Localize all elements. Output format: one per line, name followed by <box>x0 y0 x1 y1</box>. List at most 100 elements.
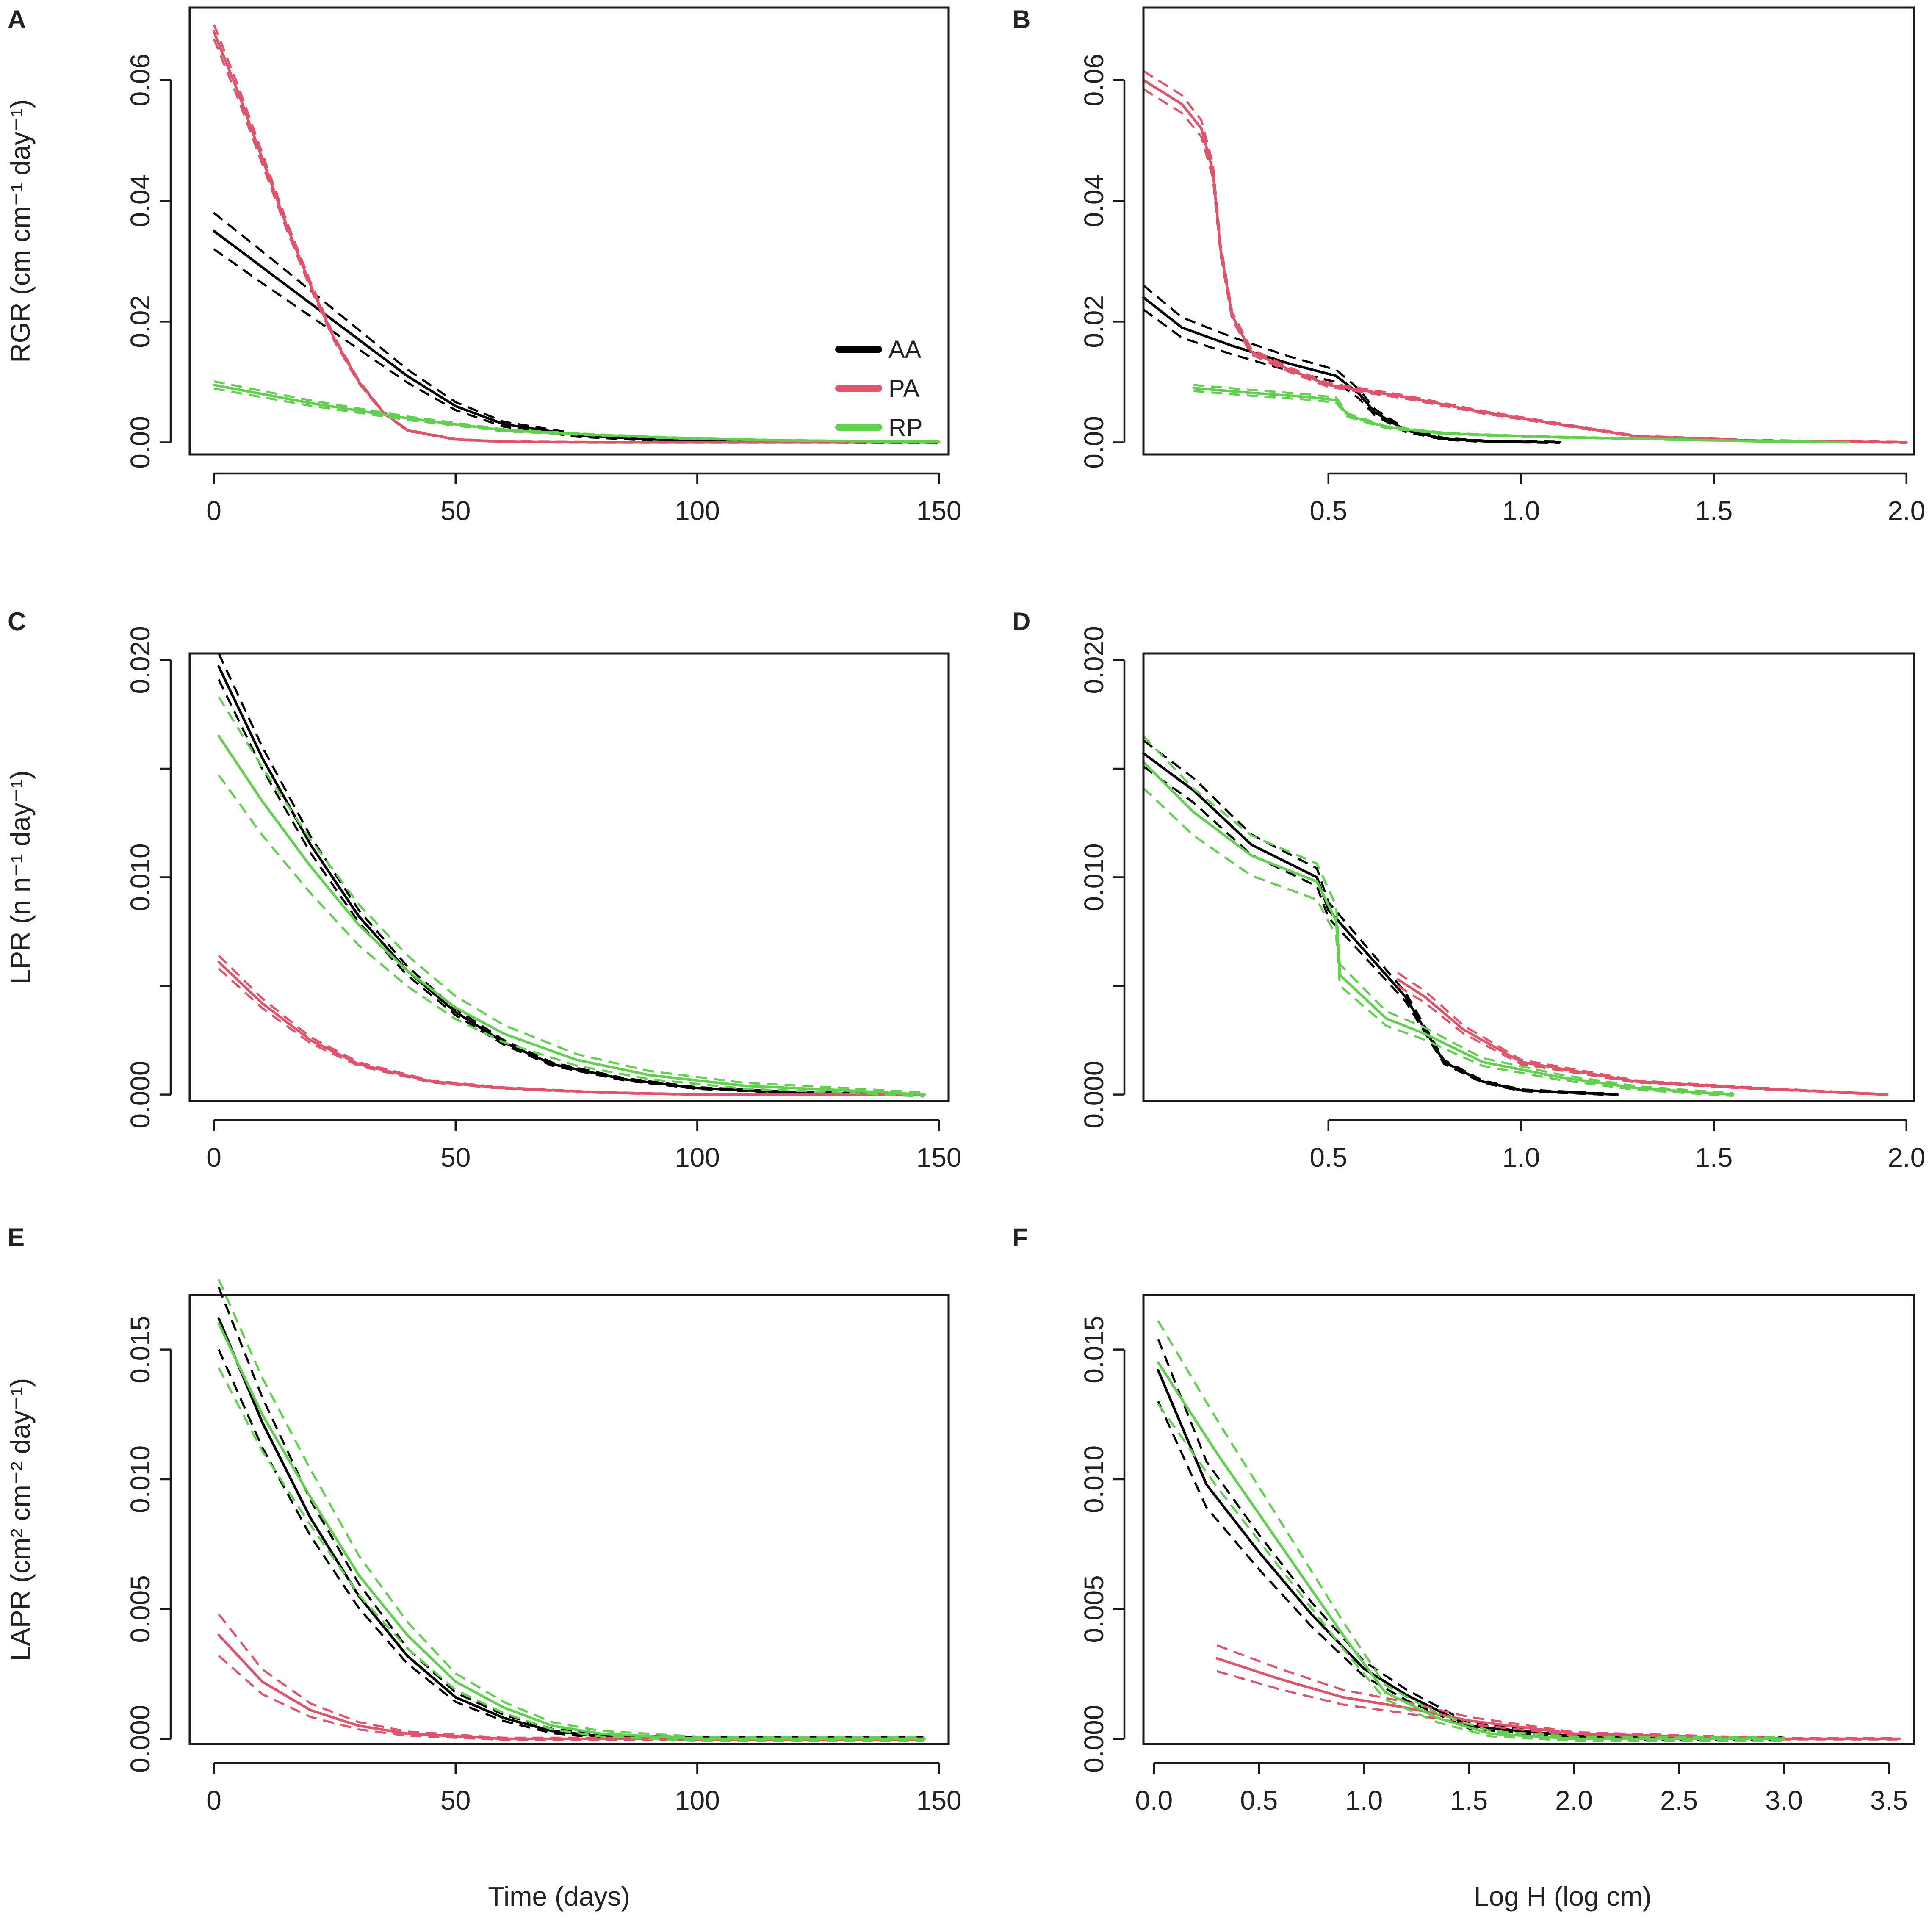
y-tick-label: 0.000 <box>1079 1061 1109 1129</box>
y-axis-label: LPR (n n⁻¹ day⁻¹) <box>5 770 36 984</box>
x-tick-label: 2.0 <box>1555 1785 1593 1816</box>
series-group <box>217 1279 926 1742</box>
x-axis: 0.5 1.0 1.5 2.0 <box>1309 1119 1925 1173</box>
series-pa-ci-lower <box>218 968 924 1096</box>
series-aa-ci-lower <box>218 679 924 1096</box>
y-tick-label: 0.010 <box>125 1445 155 1513</box>
series-aa-ci-upper <box>1143 739 1618 1095</box>
x-axis-label-logh: Log H (log cm) <box>1474 1881 1652 1912</box>
y-tick-label: 0.015 <box>125 1316 155 1384</box>
series-aa-line <box>1142 296 1561 444</box>
series-rp-ci-upper <box>218 696 925 1094</box>
panel-letter: C <box>8 607 26 636</box>
x-tick-label: 0.5 <box>1309 495 1347 526</box>
series-rp-line <box>1192 387 1850 444</box>
series-pa-ci-upper <box>218 955 924 1096</box>
series-pa-line <box>217 1633 926 1740</box>
series-pa-ci-lower <box>1397 985 1888 1096</box>
series-rp-line <box>213 384 941 443</box>
x-tick-label: 1.0 <box>1502 1142 1540 1173</box>
x-axis: 0 50 100 150 <box>206 1762 962 1816</box>
x-tick-label: 1.5 <box>1695 495 1733 526</box>
series-aa-line <box>213 230 941 444</box>
y-axis: 0.000 0.010 0.020 <box>1079 626 1126 1129</box>
x-tick-label: 50 <box>440 495 471 526</box>
x-tick-label: 3.0 <box>1765 1785 1803 1816</box>
y-tick-label: 0.010 <box>1079 843 1109 911</box>
series-rp-line <box>217 1322 926 1740</box>
x-tick-label: 3.5 <box>1870 1785 1908 1816</box>
y-tick-label: 0.010 <box>1079 1445 1109 1513</box>
series-pa-line <box>1396 978 1889 1096</box>
x-tick-label: 0 <box>206 1142 221 1173</box>
x-tick-label: 0.5 <box>1309 1142 1347 1173</box>
series-aa-ci-lower <box>218 1349 924 1741</box>
y-tick-label: 0.04 <box>125 174 155 227</box>
series-rp-ci-lower <box>218 1367 924 1742</box>
x-tick-label: 0 <box>206 495 221 526</box>
series-pa-ci-upper <box>1143 70 1907 443</box>
y-tick-label: 0.04 <box>1079 174 1109 227</box>
x-tick-label: 100 <box>675 495 720 526</box>
series-group <box>1142 70 1908 444</box>
y-tick-label: 0.02 <box>125 295 155 348</box>
series-rp-ci-upper <box>1157 1320 1784 1738</box>
x-tick-label: 1.5 <box>1450 1785 1488 1816</box>
series-aa-ci-lower <box>213 248 939 445</box>
series-aa-ci-upper <box>213 212 939 443</box>
x-tick-label: 50 <box>440 1785 471 1816</box>
plot-frame <box>1142 652 1915 1102</box>
x-tick-label: 2.0 <box>1888 495 1925 526</box>
series-pa-line <box>213 30 941 444</box>
y-tick-label: 0.000 <box>125 1061 155 1129</box>
x-tick-label: 50 <box>440 1142 471 1173</box>
series-rp-ci-upper <box>1193 384 1849 443</box>
y-tick-label: 0.00 <box>1079 416 1109 469</box>
plot-frame <box>1142 6 1915 456</box>
x-axis: 0.0 0.5 1.0 1.5 2.0 2.5 3.0 3.5 <box>1135 1762 1908 1816</box>
x-tick-label: 100 <box>675 1785 720 1816</box>
x-axis: 0.5 1.0 1.5 2.0 <box>1309 472 1925 526</box>
x-tick-label: 150 <box>916 1142 962 1173</box>
y-axis: 0.00 0.02 0.04 0.06 <box>125 54 172 469</box>
series-aa-ci-upper <box>218 1287 924 1738</box>
series-aa-line <box>217 665 926 1096</box>
y-tick-label: 0.06 <box>1079 54 1109 107</box>
panel-e: E 0.000 0.005 0.010 0.015 0 50 100 150 LAPR (c… <box>5 1223 962 1816</box>
panel-c: C 0.000 0.010 0.020 0 50 100 150 LPR (n n⁻¹ d… <box>5 607 962 1173</box>
x-tick-label: 150 <box>916 1785 962 1816</box>
y-axis-label: LAPR (cm² cm⁻² day⁻¹) <box>5 1378 36 1661</box>
y-axis: 0.000 0.005 0.010 0.015 <box>1079 1316 1126 1773</box>
panel-letter: D <box>1012 607 1030 636</box>
series-group <box>1142 735 1889 1097</box>
panel-letter: E <box>8 1223 25 1251</box>
series-aa-line <box>1142 752 1619 1096</box>
series-aa-ci-lower <box>1143 308 1560 444</box>
panel-letter: B <box>1012 5 1030 33</box>
y-axis: 0.000 0.010 0.020 <box>125 626 172 1129</box>
series-aa-ci-upper <box>1157 1339 1784 1738</box>
y-tick-label: 0.00 <box>125 416 155 469</box>
y-tick-label: 0.000 <box>1079 1705 1109 1773</box>
y-tick-label: 0.005 <box>1079 1575 1109 1643</box>
y-tick-label: 0.02 <box>1079 295 1109 348</box>
panel-letter: F <box>1012 1223 1028 1251</box>
series-pa-ci-lower <box>218 1655 924 1741</box>
series-group <box>217 653 926 1098</box>
plot-frame <box>188 652 950 1102</box>
x-tick-label: 0 <box>206 1785 221 1816</box>
series-aa-line <box>217 1317 926 1740</box>
series-pa-ci-upper <box>218 1614 924 1739</box>
series-rp-ci-lower <box>218 774 925 1098</box>
y-axis: 0.000 0.005 0.010 0.015 <box>125 1316 172 1773</box>
series-rp-line <box>1157 1361 1785 1740</box>
x-tick-label: 150 <box>916 495 962 526</box>
x-tick-label: 1.0 <box>1502 495 1540 526</box>
series-pa-ci-lower <box>1143 88 1907 444</box>
series-pa-line <box>1142 79 1908 444</box>
series-rp-ci-upper <box>213 380 939 443</box>
x-tick-label: 2.5 <box>1660 1785 1698 1816</box>
series-rp-line <box>217 735 926 1096</box>
series-rp-line <box>1142 761 1735 1096</box>
